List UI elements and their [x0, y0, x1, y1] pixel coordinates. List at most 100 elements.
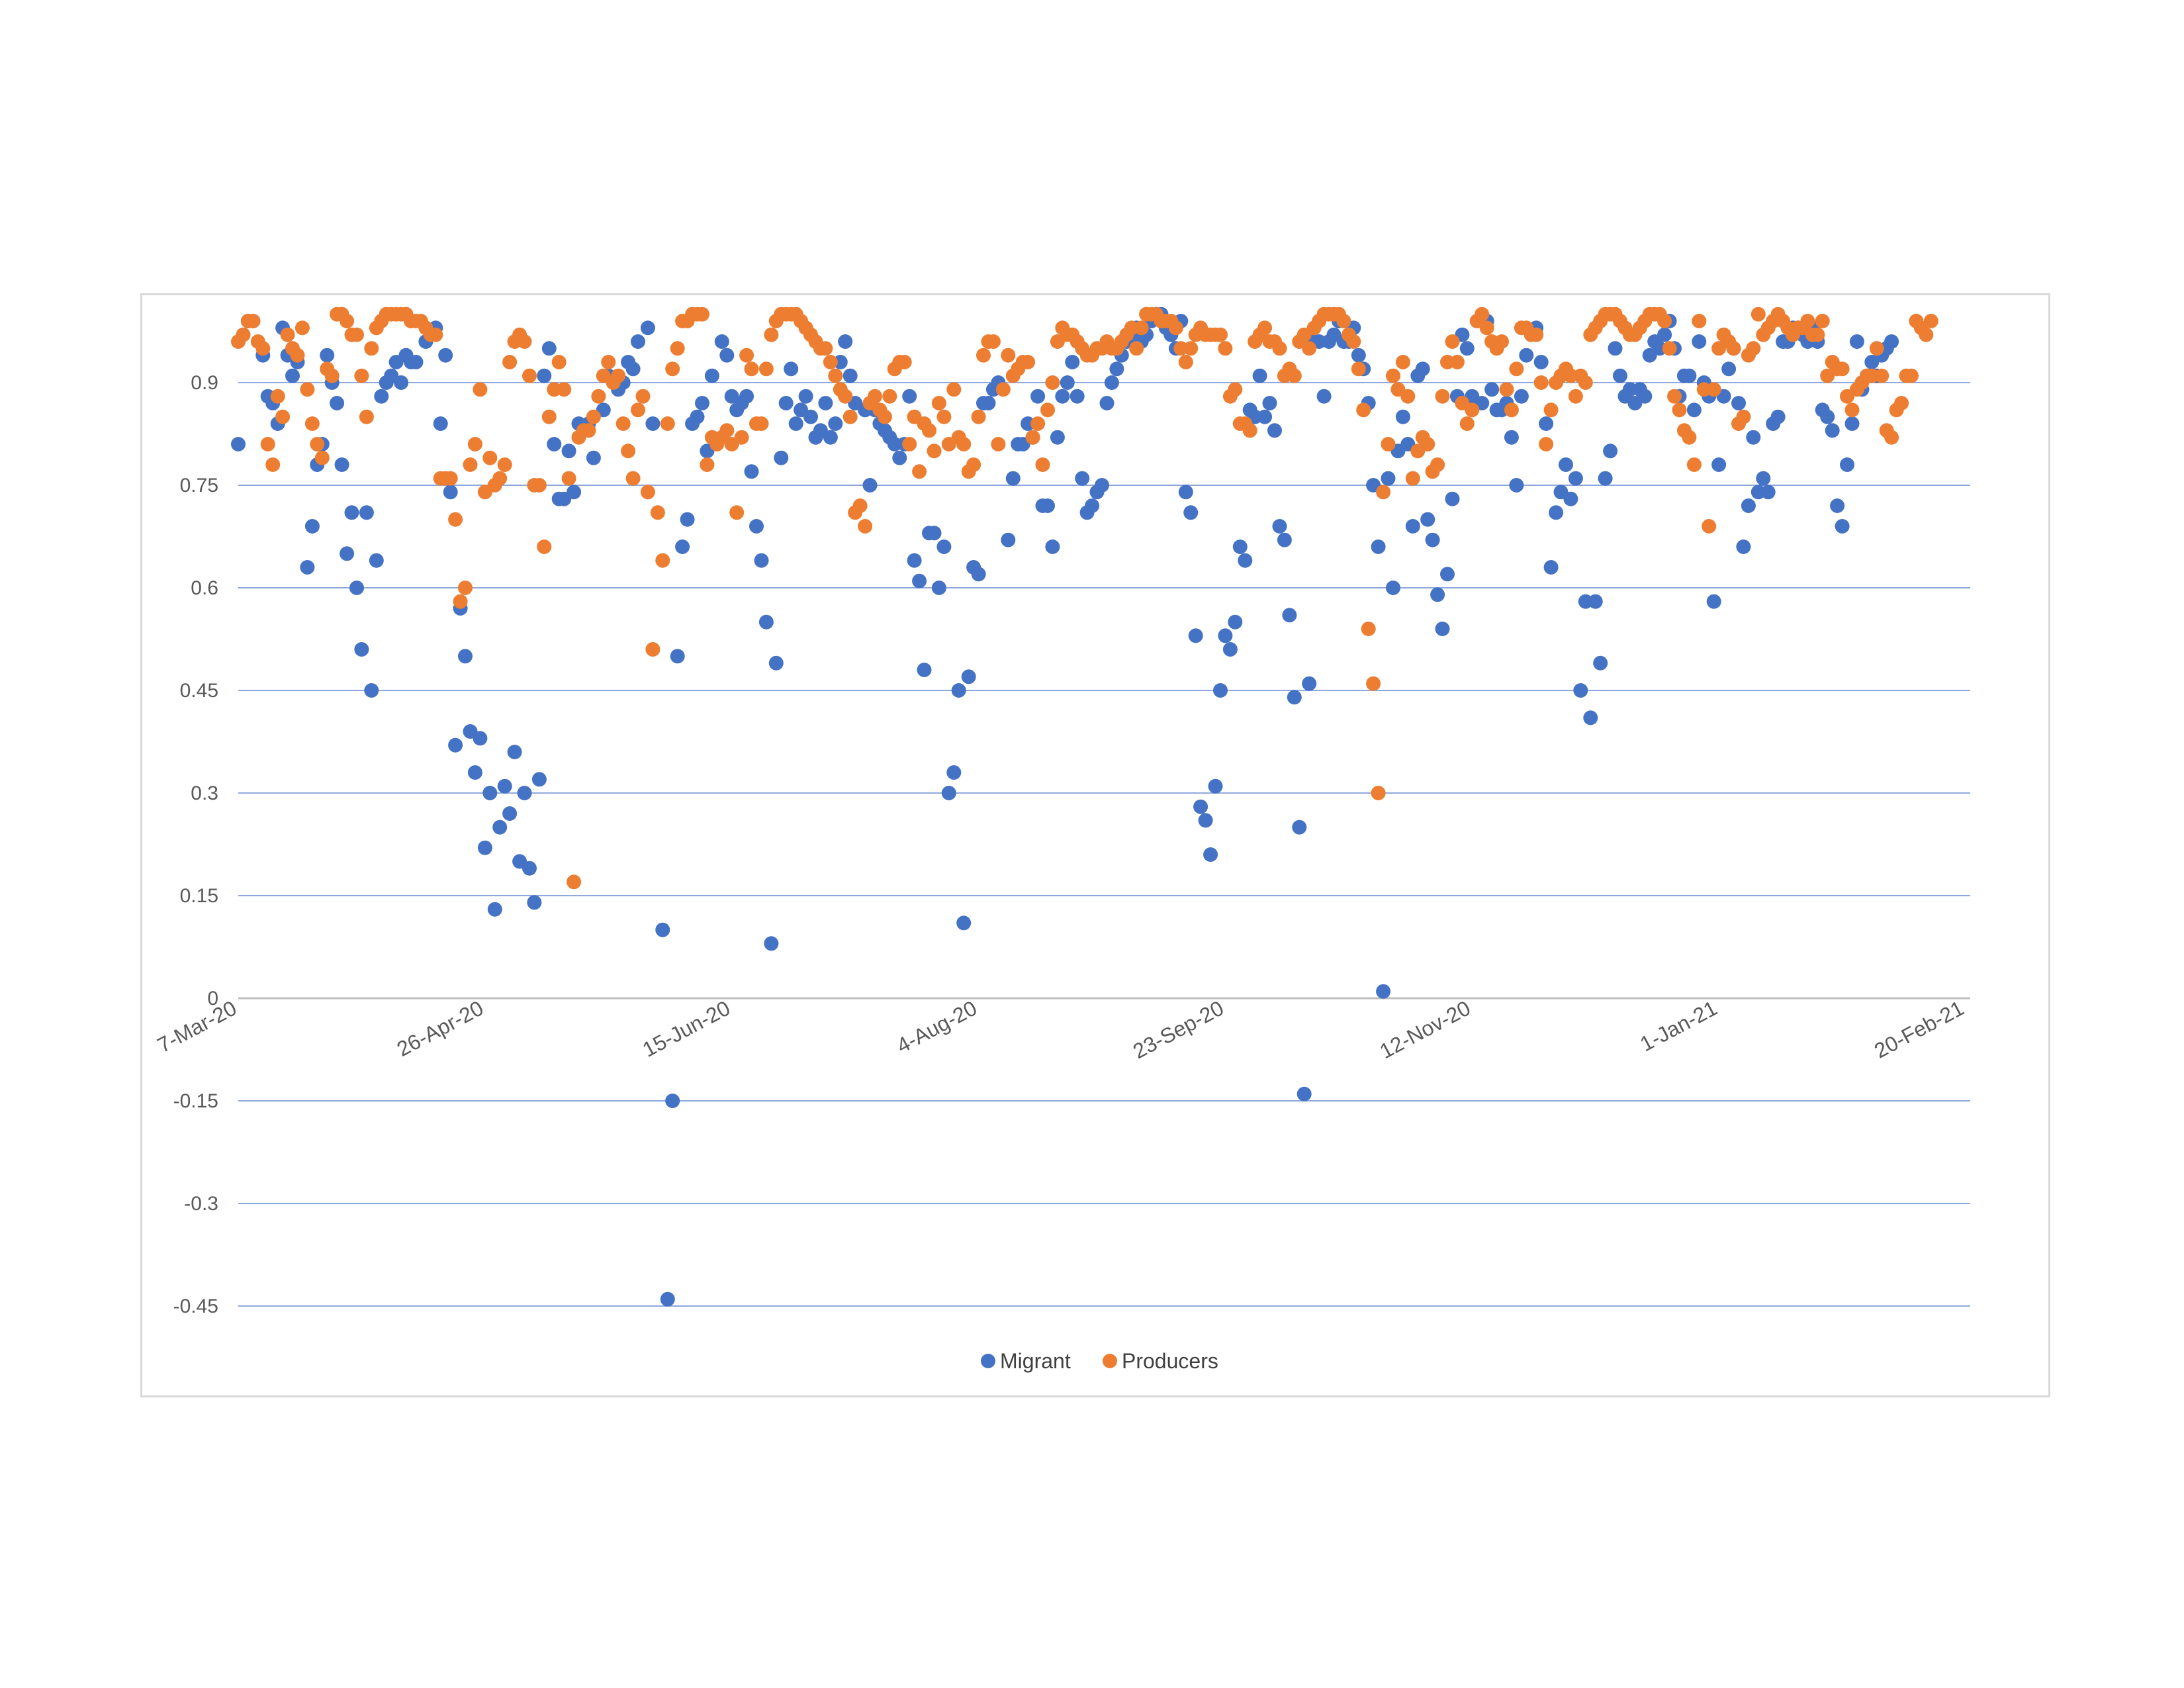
- migrant-point: [1559, 457, 1573, 472]
- migrant-point: [1282, 608, 1297, 623]
- producers-point: [670, 341, 685, 356]
- producers-point: [1686, 457, 1702, 472]
- migrant-point: [1459, 341, 1475, 356]
- producers-point: [764, 327, 779, 342]
- migrant-point: [1040, 498, 1055, 513]
- producers-point: [1682, 430, 1697, 445]
- migrant-point: [714, 334, 729, 349]
- producers-point: [1129, 341, 1144, 356]
- legend-marker-migrant: [981, 1354, 995, 1368]
- migrant-point: [1065, 355, 1080, 369]
- migrant-point: [803, 409, 818, 424]
- producers-point: [615, 416, 631, 431]
- migrant-point: [981, 396, 996, 410]
- migrant-point: [1252, 368, 1267, 383]
- migrant-point: [912, 573, 927, 588]
- producers-point: [1134, 320, 1149, 336]
- producers-point: [275, 409, 291, 424]
- migrant-point: [640, 320, 655, 336]
- migrant-point: [1445, 491, 1460, 506]
- producers-point: [936, 409, 952, 424]
- migrant-point: [487, 902, 502, 917]
- producers-point: [255, 341, 271, 356]
- producers-point: [1257, 320, 1273, 336]
- migrant-point: [1188, 628, 1203, 643]
- producers-point: [497, 457, 512, 472]
- migrant-point: [1711, 457, 1727, 472]
- migrant-point: [374, 389, 389, 404]
- migrant-point: [285, 368, 300, 383]
- producers-point: [1218, 341, 1233, 356]
- y-tick-label: 0.45: [180, 680, 218, 702]
- producers-point: [1030, 416, 1046, 431]
- legend: Migrant Producers: [981, 1349, 1218, 1373]
- producers-point: [1706, 382, 1721, 397]
- producers-point: [304, 416, 320, 431]
- migrant-point: [1543, 560, 1559, 575]
- migrant-point: [1302, 676, 1317, 691]
- producers-point: [581, 423, 596, 438]
- migrant-point: [1297, 1086, 1312, 1102]
- producers-point: [842, 409, 858, 424]
- producers-point: [650, 505, 665, 520]
- producers-point: [1494, 334, 1509, 349]
- producers-point: [557, 382, 572, 397]
- producers-point: [1356, 402, 1371, 418]
- migrant-point: [1563, 491, 1578, 506]
- producers-point: [1371, 786, 1386, 800]
- migrant-point: [502, 806, 518, 821]
- y-tick-label: 0.6: [191, 577, 218, 599]
- producers-point: [1499, 382, 1514, 397]
- producers-point: [912, 464, 927, 479]
- producers-point: [1667, 389, 1682, 404]
- producers-point: [1672, 402, 1687, 418]
- migrant-point: [586, 450, 601, 465]
- migrant-point: [1760, 485, 1776, 500]
- migrant-point: [467, 765, 482, 780]
- migrant-point: [1539, 416, 1554, 431]
- migrant-point: [1198, 813, 1213, 828]
- migrant-point: [1371, 539, 1386, 554]
- migrant-point: [768, 655, 784, 671]
- migrant-point: [1731, 396, 1746, 410]
- migrant-point: [1287, 690, 1302, 705]
- migrant-point: [764, 936, 779, 951]
- migrant-point: [739, 389, 754, 404]
- migrant-point: [1686, 402, 1702, 418]
- migrant-point: [1613, 368, 1627, 383]
- producers-point: [1346, 334, 1361, 349]
- producers-point: [463, 457, 478, 472]
- producers-point: [1702, 519, 1717, 534]
- producers-point: [246, 314, 261, 328]
- migrant-point: [1213, 683, 1228, 698]
- producers-point: [561, 471, 576, 486]
- producers-point: [818, 341, 833, 356]
- migrant-point: [1267, 423, 1282, 438]
- migrant-point: [1238, 553, 1253, 568]
- producers-point: [1445, 334, 1460, 349]
- x-tick-label: 20-Feb-21: [1870, 996, 1968, 1062]
- migrant-point: [838, 334, 853, 349]
- producers-point: [1242, 423, 1257, 438]
- migrant-point: [946, 765, 962, 780]
- migrant-point: [394, 375, 409, 390]
- migrant-point: [1075, 471, 1090, 486]
- producers-point: [1509, 361, 1524, 377]
- producers-point: [1746, 341, 1761, 356]
- producers-point: [1336, 314, 1351, 328]
- producers-point: [280, 327, 295, 342]
- producers-point: [700, 457, 715, 472]
- producers-point: [927, 444, 942, 459]
- migrant-point: [1001, 532, 1016, 547]
- producers-point: [492, 471, 508, 486]
- migrant-point: [1598, 471, 1613, 486]
- x-tick-label: 15-Jun-20: [639, 996, 734, 1061]
- migrant-point: [1060, 375, 1075, 390]
- producers-point: [754, 416, 769, 431]
- producers-point: [1025, 430, 1040, 445]
- migrant-point: [1425, 532, 1440, 547]
- producers-point: [902, 437, 917, 451]
- producers-point: [985, 334, 1001, 349]
- migrant-point: [680, 512, 695, 527]
- producers-point: [1475, 306, 1490, 322]
